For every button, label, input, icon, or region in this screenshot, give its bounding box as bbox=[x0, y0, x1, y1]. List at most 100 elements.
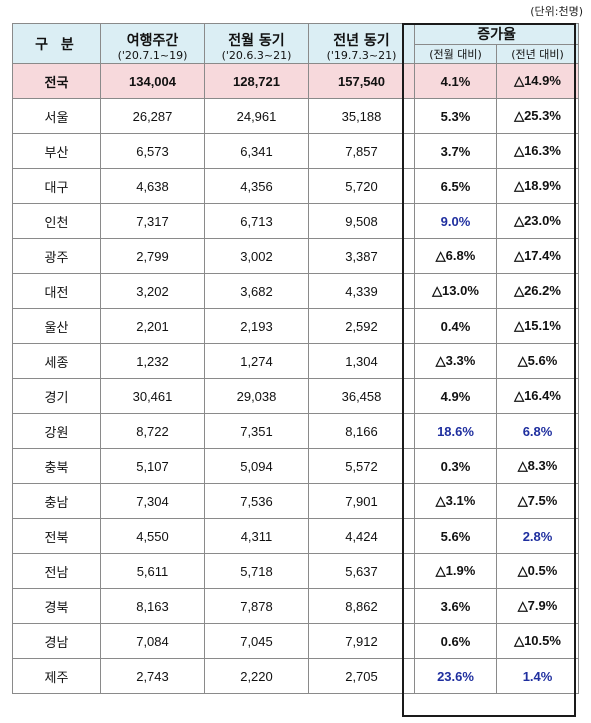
prev-month-cell: 5,718 bbox=[204, 553, 309, 589]
prev-year-cell: 36,458 bbox=[308, 378, 415, 414]
prev-month-cell: 6,341 bbox=[204, 133, 309, 169]
yoy-rate-cell: △26.2% bbox=[495, 273, 580, 309]
prev-month-cell: 4,311 bbox=[204, 518, 309, 554]
table-row: 대구 4,638 4,356 5,720 6.5% △18.9% bbox=[12, 168, 580, 204]
mom-rate-cell: 18.6% bbox=[414, 413, 497, 449]
travel-week-cell: 7,084 bbox=[100, 623, 205, 659]
prev-year-cell: 157,540 bbox=[308, 63, 415, 99]
header-travel-week-period: ('20.7.1~19) bbox=[117, 49, 188, 62]
travel-week-cell: 2,743 bbox=[100, 658, 205, 694]
table-row: 울산 2,201 2,193 2,592 0.4% △15.1% bbox=[12, 308, 580, 344]
yoy-rate-cell: 1.4% bbox=[495, 658, 580, 694]
prev-year-cell: 3,387 bbox=[308, 238, 415, 274]
mom-rate-cell: 0.4% bbox=[414, 308, 497, 344]
mom-rate-cell: △3.3% bbox=[414, 343, 497, 379]
prev-month-cell: 29,038 bbox=[204, 378, 309, 414]
prev-year-cell: 8,862 bbox=[308, 588, 415, 624]
travel-week-cell: 5,107 bbox=[100, 448, 205, 484]
header-prev-year: 전년 동기 ('19.7.3~21) bbox=[308, 23, 415, 64]
yoy-rate-cell: △16.3% bbox=[495, 133, 580, 169]
prev-month-cell: 7,045 bbox=[204, 623, 309, 659]
region-cell: 경북 bbox=[12, 588, 101, 624]
unit-label: (단위:천명) bbox=[530, 5, 583, 18]
prev-year-cell: 7,857 bbox=[308, 133, 415, 169]
prev-month-cell: 3,002 bbox=[204, 238, 309, 274]
prev-year-cell: 2,705 bbox=[308, 658, 415, 694]
header-growth-rate: 증가율 bbox=[413, 23, 580, 45]
region-cell: 대전 bbox=[12, 273, 101, 309]
region-cell: 강원 bbox=[12, 413, 101, 449]
mom-rate-cell: 0.6% bbox=[414, 623, 497, 659]
header-prev-month-period: ('20.6.3~21) bbox=[221, 49, 292, 62]
mom-rate-cell: 9.0% bbox=[414, 203, 497, 239]
mom-rate-cell: 6.5% bbox=[414, 168, 497, 204]
region-cell: 울산 bbox=[12, 308, 101, 344]
region-cell: 경기 bbox=[12, 378, 101, 414]
mom-rate-cell: 23.6% bbox=[414, 658, 497, 694]
region-cell: 전국 bbox=[12, 63, 101, 99]
mom-rate-cell: 3.6% bbox=[414, 588, 497, 624]
table-row: 충남 7,304 7,536 7,901 △3.1% △7.5% bbox=[12, 483, 580, 519]
prev-year-cell: 5,720 bbox=[308, 168, 415, 204]
region-cell: 부산 bbox=[12, 133, 101, 169]
prev-month-cell: 7,536 bbox=[204, 483, 309, 519]
table-row: 경북 8,163 7,878 8,862 3.6% △7.9% bbox=[12, 588, 580, 624]
prev-month-cell: 4,356 bbox=[204, 168, 309, 204]
mom-rate-cell: 0.3% bbox=[414, 448, 497, 484]
prev-year-cell: 5,637 bbox=[308, 553, 415, 589]
mom-rate-cell: △3.1% bbox=[414, 483, 497, 519]
table-row: 충북 5,107 5,094 5,572 0.3% △8.3% bbox=[12, 448, 580, 484]
mom-rate-cell: △1.9% bbox=[414, 553, 497, 589]
header-mom: (전월 대비) bbox=[414, 44, 497, 64]
mom-rate-cell: △6.8% bbox=[414, 238, 497, 274]
header-prev-month-title: 전월 동기 bbox=[228, 33, 285, 49]
travel-statistics-table: 구 분 여행주간 ('20.7.1~19) 전월 동기 ('20.6.3~21)… bbox=[12, 23, 580, 694]
table-body: 전국 134,004 128,721 157,540 4.1% △14.9% 서울 26,28… bbox=[12, 63, 580, 694]
prev-month-cell: 3,682 bbox=[204, 273, 309, 309]
table-row: 경기 30,461 29,038 36,458 4.9% △16.4% bbox=[12, 378, 580, 414]
travel-week-cell: 26,287 bbox=[100, 98, 205, 134]
region-cell: 대구 bbox=[12, 168, 101, 204]
header-prev-month: 전월 동기 ('20.6.3~21) bbox=[204, 23, 309, 64]
yoy-rate-cell: △10.5% bbox=[495, 623, 580, 659]
table-row: 경남 7,084 7,045 7,912 0.6% △10.5% bbox=[12, 623, 580, 659]
region-cell: 충남 bbox=[12, 483, 101, 519]
travel-week-cell: 5,611 bbox=[100, 553, 205, 589]
travel-week-cell: 8,163 bbox=[100, 588, 205, 624]
yoy-rate-cell: △8.3% bbox=[495, 448, 580, 484]
region-cell: 인천 bbox=[12, 203, 101, 239]
region-cell: 제주 bbox=[12, 658, 101, 694]
table-row: 대전 3,202 3,682 4,339 △13.0% △26.2% bbox=[12, 273, 580, 309]
yoy-rate-cell: 2.8% bbox=[495, 518, 580, 554]
yoy-rate-cell: △5.6% bbox=[495, 343, 580, 379]
yoy-rate-cell: △16.4% bbox=[495, 378, 580, 414]
yoy-rate-cell: △17.4% bbox=[495, 238, 580, 274]
travel-week-cell: 3,202 bbox=[100, 273, 205, 309]
prev-month-cell: 2,220 bbox=[204, 658, 309, 694]
travel-week-cell: 4,550 bbox=[100, 518, 205, 554]
mom-rate-cell: 5.3% bbox=[414, 98, 497, 134]
travel-week-cell: 7,304 bbox=[100, 483, 205, 519]
region-cell: 충북 bbox=[12, 448, 101, 484]
table-row: 인천 7,317 6,713 9,508 9.0% △23.0% bbox=[12, 203, 580, 239]
table-row-total: 전국 134,004 128,721 157,540 4.1% △14.9% bbox=[12, 63, 580, 99]
prev-month-cell: 7,351 bbox=[204, 413, 309, 449]
yoy-rate-cell: △15.1% bbox=[495, 308, 580, 344]
yoy-rate-cell: △7.5% bbox=[495, 483, 580, 519]
region-cell: 경남 bbox=[12, 623, 101, 659]
table-row: 서울 26,287 24,961 35,188 5.3% △25.3% bbox=[12, 98, 580, 134]
prev-year-cell: 1,304 bbox=[308, 343, 415, 379]
header-prev-year-period: ('19.7.3~21) bbox=[326, 49, 397, 62]
mom-rate-cell: 5.6% bbox=[414, 518, 497, 554]
prev-month-cell: 24,961 bbox=[204, 98, 309, 134]
prev-year-cell: 4,424 bbox=[308, 518, 415, 554]
prev-month-cell: 2,193 bbox=[204, 308, 309, 344]
prev-year-cell: 9,508 bbox=[308, 203, 415, 239]
mom-rate-cell: 3.7% bbox=[414, 133, 497, 169]
prev-year-cell: 4,339 bbox=[308, 273, 415, 309]
travel-week-cell: 134,004 bbox=[100, 63, 205, 99]
header-travel-week-title: 여행주간 bbox=[126, 33, 179, 49]
yoy-rate-cell: 6.8% bbox=[495, 413, 580, 449]
travel-week-cell: 2,201 bbox=[100, 308, 205, 344]
table-row: 부산 6,573 6,341 7,857 3.7% △16.3% bbox=[12, 133, 580, 169]
